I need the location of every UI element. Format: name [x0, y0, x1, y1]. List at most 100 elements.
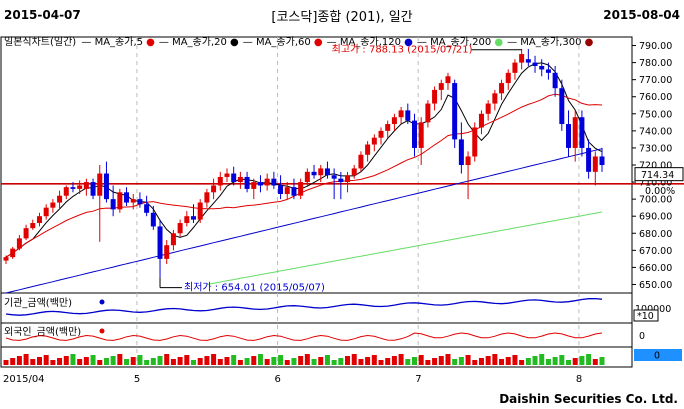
candle	[338, 171, 344, 200]
candle-body	[545, 69, 551, 73]
candle	[224, 168, 230, 183]
candle	[284, 182, 290, 200]
date-start: 2015-04-07	[4, 8, 81, 22]
moving-average-lines	[5, 62, 603, 294]
candle	[478, 110, 484, 135]
volume-bar	[57, 358, 63, 365]
legend-color-dot: ●	[146, 37, 155, 48]
institution-legend-dot	[99, 299, 105, 305]
candle-body	[391, 117, 397, 125]
candle	[552, 66, 558, 97]
volume-bar	[217, 359, 223, 365]
volume-bar	[164, 354, 170, 365]
volume-bar	[351, 354, 357, 365]
volume-bar	[63, 356, 69, 365]
candle-body	[304, 171, 310, 183]
candle-body	[331, 175, 337, 179]
volume-bar	[324, 355, 330, 365]
candle	[572, 110, 578, 162]
candle-body	[438, 83, 444, 90]
y-tick-label: 650.00	[639, 280, 672, 291]
candle-body	[97, 173, 103, 196]
candle	[170, 229, 176, 251]
legend-item[interactable]: — MA_종가,120 ●	[326, 37, 413, 48]
volume-bar	[3, 360, 9, 365]
change-percent: 0.00%	[645, 186, 675, 197]
volume-bar	[572, 358, 578, 365]
candle-body	[586, 147, 592, 172]
candle-body	[298, 182, 304, 196]
candle	[505, 69, 511, 90]
chart-header: 2015-04-07 [코스닥]종합 (201), 일간 2015-08-04	[0, 0, 684, 32]
candle-body	[50, 202, 56, 208]
volume-bar	[398, 354, 404, 365]
legend-item[interactable]: — MA_종가,20 ●	[158, 37, 239, 48]
candle	[3, 255, 9, 264]
candle	[251, 178, 257, 200]
volume-bar	[170, 359, 176, 365]
candle-body	[77, 185, 83, 189]
candle	[30, 219, 36, 230]
candle-body	[592, 156, 598, 172]
volume-bar	[30, 359, 36, 365]
candle	[371, 134, 377, 152]
foreign-label: 외국인_금액(백만)	[4, 326, 81, 338]
low-annotation: 최저가 : 654.01 (2015/05/07)	[184, 282, 325, 294]
volume-bar	[338, 358, 344, 365]
candle	[425, 100, 431, 128]
volume-bar	[586, 354, 592, 365]
candle-body	[351, 168, 357, 176]
volume-bar	[438, 356, 444, 365]
volume-bar	[579, 356, 585, 365]
y-tick-label: 790.00	[639, 41, 672, 52]
candle	[331, 168, 337, 200]
candle	[57, 190, 63, 210]
candlestick-series	[3, 48, 605, 278]
y-tick-label: 660.00	[639, 263, 672, 274]
candle	[63, 185, 69, 200]
candle-body	[318, 168, 324, 176]
volume-bar	[10, 358, 16, 365]
candle-body	[411, 120, 417, 148]
candle	[157, 219, 163, 278]
candle	[204, 188, 210, 208]
candle	[405, 103, 411, 125]
volume-bar	[211, 354, 217, 365]
institution-scale-box	[633, 309, 659, 322]
ma20-line	[5, 93, 603, 258]
volume-bar	[70, 354, 76, 365]
candle-body	[244, 176, 250, 189]
volume-bar	[244, 358, 250, 365]
candle-body	[124, 192, 130, 203]
volume-bar	[291, 358, 297, 365]
volume-bar	[90, 355, 96, 365]
legend-item[interactable]: — MA_종가,300 ●	[507, 37, 594, 48]
candle-body	[492, 93, 498, 104]
candle-body	[418, 122, 424, 148]
candle	[124, 187, 130, 206]
candle	[264, 173, 270, 191]
candle-body	[311, 171, 317, 176]
legend-item[interactable]: — MA_종가,5 ●	[81, 37, 155, 48]
legend-color-dot: ●	[584, 37, 594, 48]
volume-bar	[452, 359, 458, 365]
chart-title: [코스닥]종합 (201), 일간	[271, 10, 413, 25]
candle	[197, 199, 203, 224]
candle-body	[117, 192, 123, 210]
candle-body	[164, 245, 170, 259]
legend-item[interactable]: — MA_종가,200 ●	[416, 37, 504, 48]
candle-body	[291, 187, 297, 196]
volume-bar	[43, 355, 49, 365]
y-tick-label: 680.00	[639, 229, 672, 240]
volume-bar	[492, 354, 498, 365]
volume-bar	[485, 356, 491, 365]
candle-body	[378, 130, 384, 138]
candle	[532, 55, 538, 73]
candle	[144, 195, 150, 217]
foreign-panel-frame	[0, 322, 633, 348]
volume-bar	[50, 360, 56, 365]
volume-bar	[77, 359, 83, 365]
volume-bar	[405, 359, 411, 365]
legend-item[interactable]: — MA_종가,60 ●	[242, 37, 323, 48]
